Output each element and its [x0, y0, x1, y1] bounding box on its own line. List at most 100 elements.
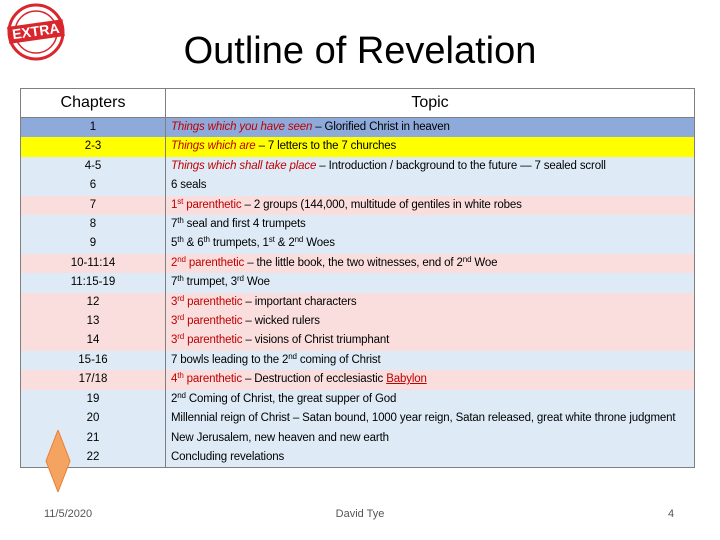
chapter-cell: 15-16	[20, 350, 166, 371]
chapter-cell: 4-5	[20, 156, 166, 177]
topic-text: & 2	[274, 237, 295, 250]
topic-text: nd	[177, 254, 186, 264]
topic-text: trumpet, 3	[183, 276, 237, 289]
topic-cell: Things which shall take place – Introduc…	[165, 156, 695, 177]
chapter-cell: 10-11:14	[20, 253, 166, 274]
topic-text: – wicked rulers	[242, 315, 320, 328]
topic-text: Woe	[471, 256, 498, 269]
topic-text: st	[268, 235, 275, 245]
table-row: 1 Things which you have seen – Glorified …	[20, 117, 695, 138]
slide-title: Outline of Revelation	[183, 30, 537, 72]
topic-text: Things which are	[171, 140, 256, 153]
topic-text: – 2 groups (144,000, multitude of gentil…	[241, 198, 522, 211]
table-row: 10-11:14 2nd parenthetic – the little boo…	[20, 253, 695, 274]
topic-text: th	[177, 274, 184, 284]
topic-text: – Glorified Christ in heaven	[312, 121, 450, 133]
topic-cell: 7th trumpet, 3rd Woe	[165, 273, 695, 293]
chapter-cell: 21	[20, 428, 166, 448]
topic-text: 3	[171, 295, 178, 308]
table-body: 1 Things which you have seen – Glorified …	[20, 117, 695, 469]
topic-text: nd	[462, 254, 472, 264]
topic-cell: 2nd Coming of Christ, the great supper o…	[165, 389, 695, 410]
diamond-shape	[45, 430, 71, 492]
topic-cell: Things which are – 7 letters to the 7 ch…	[165, 137, 695, 157]
topic-text: rd	[177, 332, 185, 342]
topic-text: parenthetic	[183, 198, 242, 211]
topic-text: Millennial reign of Christ – Satan bound…	[171, 412, 676, 425]
topic-text: 6 seals	[171, 179, 207, 192]
topic-text: parenthetic	[184, 295, 243, 308]
topic-text: rd	[177, 313, 185, 323]
chapter-cell: 20	[20, 409, 166, 429]
topic-text: – the little book, the two witnesses, en…	[244, 256, 463, 269]
table-row: 7 1st parenthetic – 2 groups (144,000, mu…	[20, 195, 695, 216]
logo-band	[7, 19, 65, 44]
topic-cell: Things which you have seen – Glorified C…	[165, 117, 695, 138]
topic-text: – important characters	[242, 295, 357, 308]
table-row: 14 3rd parenthetic – visions of Christ tr…	[20, 331, 695, 351]
chapter-cell: 19	[20, 389, 166, 410]
topic-text: 7	[171, 276, 178, 289]
topic-cell: New Jerusalem, new heaven and new earth	[165, 428, 695, 448]
topic-text: – Destruction of ecclesiastic	[241, 373, 387, 386]
chapter-cell: 7	[20, 195, 166, 216]
table-row: 13 3rd parenthetic – wicked rulers	[20, 312, 695, 332]
table-row: 6 6 seals	[20, 176, 695, 196]
topic-text: nd	[294, 235, 304, 245]
topic-text: coming of Christ	[296, 353, 381, 366]
page-number: 4	[668, 508, 675, 520]
topic-cell: 3rd parenthetic – important characters	[165, 292, 695, 313]
table-row: 22 Concluding revelations	[20, 447, 695, 469]
topic-text: trumpets, 1	[209, 237, 269, 250]
table-row: 4-5 Things which shall take place – Intro…	[20, 156, 695, 177]
topic-text: 3	[171, 334, 178, 347]
topic-text: rd	[177, 293, 185, 303]
topic-text: – 7 letters to the 7 churches	[255, 140, 397, 153]
topic-cell: 1st parenthetic – 2 groups (144,000, mul…	[165, 195, 695, 216]
chapter-cell: 1	[20, 117, 166, 138]
topic-text: Things which shall take place	[171, 159, 317, 172]
topic-text: 2	[171, 392, 178, 405]
topic-text: parenthetic	[185, 256, 245, 269]
topic-text: Things which you have seen	[171, 121, 313, 133]
table-row: 9 5th & 6th trumpets, 1st & 2nd Woes	[20, 234, 695, 254]
topic-text: th	[177, 371, 184, 381]
topic-cell: 7 bowls leading to the 2nd coming of Chr…	[165, 350, 695, 371]
topic-text: parenthetic	[183, 373, 242, 386]
column-header: Topic	[165, 88, 695, 118]
topic-text: & 6	[183, 237, 204, 250]
column-header: Chapters	[20, 88, 166, 118]
diamond	[45, 430, 71, 492]
topic-text: 7 bowls leading to the 2	[171, 353, 289, 366]
topic-text: – visions of Christ triumphant	[242, 334, 390, 347]
topic-text: th	[177, 216, 184, 226]
chapter-cell: 6	[20, 176, 166, 196]
topic-text: rd	[236, 274, 244, 284]
topic-text: Concluding revelations	[171, 450, 285, 463]
topic-cell: 5th & 6th trumpets, 1st & 2nd Woes	[165, 234, 695, 254]
topic-text: 7	[171, 218, 178, 231]
topic-text: Coming of Christ, the great supper of Go…	[185, 392, 397, 405]
logo-text: EXTRA	[11, 20, 60, 42]
topic-text: 3	[171, 315, 178, 328]
topic-cell: 3rd parenthetic – visions of Christ triu…	[165, 331, 695, 351]
table-row: 11:15-19 7th trumpet, 3rd Woe	[20, 273, 695, 293]
topic-text: st	[177, 196, 184, 206]
topic-cell: 7th seal and first 4 trumpets	[165, 215, 695, 235]
topic-text: New Jerusalem, new heaven and new earth	[171, 431, 389, 444]
table-row: 19 2nd Coming of Christ, the great supper…	[20, 389, 695, 410]
topic-text: 4	[171, 373, 178, 386]
chapter-cell: 17/18	[20, 370, 166, 390]
footer-author: David Tye	[335, 508, 385, 520]
logo: EXTRA	[7, 3, 65, 61]
topic-text: seal and first 4 trumpets	[183, 218, 306, 231]
topic-text: – Introduction / background to the futur…	[316, 159, 606, 172]
topic-text: th	[203, 235, 210, 245]
footer-date: 11/5/2020	[44, 508, 93, 520]
header-row: Chapters Topic	[20, 88, 695, 118]
chapter-cell: 9	[20, 234, 166, 254]
table-row: 8 7th seal and first 4 trumpets	[20, 215, 695, 235]
topic-text: nd	[177, 390, 186, 400]
chapter-cell: 11:15-19	[20, 273, 166, 293]
